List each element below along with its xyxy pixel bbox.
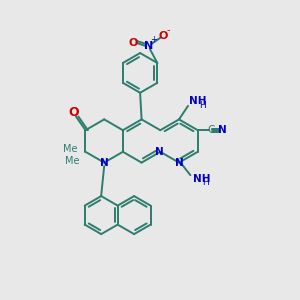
Text: N: N: [155, 147, 164, 157]
Text: N: N: [175, 158, 183, 168]
Text: H: H: [199, 100, 206, 109]
Text: N: N: [100, 158, 109, 168]
Text: Me: Me: [63, 144, 77, 154]
Text: O: O: [159, 31, 168, 41]
Text: +: +: [150, 35, 157, 44]
Text: O: O: [69, 106, 80, 119]
Text: -: -: [167, 26, 170, 36]
Text: H: H: [202, 178, 209, 187]
Text: NH: NH: [193, 174, 210, 184]
Text: Me: Me: [65, 156, 79, 166]
Text: C: C: [207, 125, 214, 135]
Text: NH: NH: [189, 96, 207, 106]
Text: N: N: [218, 125, 227, 135]
Text: N: N: [144, 41, 153, 51]
Text: O: O: [128, 38, 137, 49]
